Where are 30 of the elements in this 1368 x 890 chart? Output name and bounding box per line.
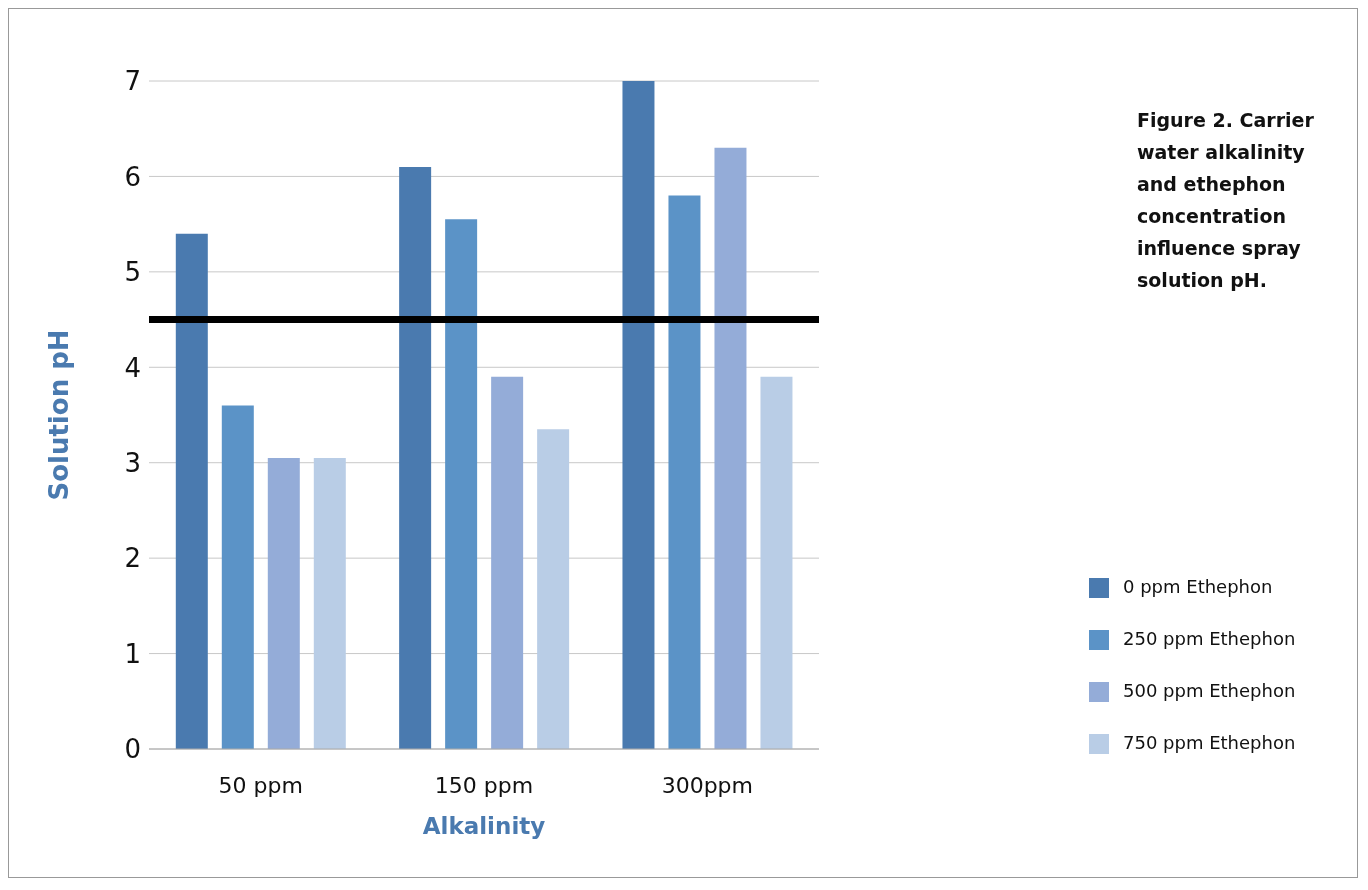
- bar: [175, 233, 208, 749]
- bar: [313, 457, 346, 749]
- legend-label: 0 ppm Ethephon: [1123, 576, 1273, 597]
- bar: [714, 147, 747, 749]
- y-tick-label: 2: [124, 543, 141, 574]
- legend-label: 250 ppm Ethephon: [1123, 628, 1296, 649]
- bar: [622, 81, 655, 749]
- bar: [760, 376, 793, 749]
- x-axis-title: Alkalinity: [422, 813, 546, 839]
- bar: [221, 405, 254, 749]
- y-axis-title: Solution pH: [44, 329, 75, 501]
- bar: [399, 166, 432, 749]
- y-tick-label: 7: [124, 66, 141, 97]
- x-tick-label: 50 ppm: [218, 772, 303, 798]
- text: Figure 2. Carrier water alkalinity and ethephon concentration influence spray solution pH.: [1137, 108, 1315, 293]
- bar: [445, 219, 478, 749]
- bar: [537, 429, 570, 749]
- x-tick-label: 150 ppm: [434, 772, 534, 798]
- y-tick-label: 4: [124, 352, 141, 383]
- y-tick-label: 5: [124, 257, 141, 288]
- bar: [668, 195, 701, 749]
- legend-label: 750 ppm Ethephon: [1123, 732, 1296, 753]
- bar: [267, 457, 300, 749]
- y-tick-label: 0: [124, 734, 141, 765]
- y-tick-label: 1: [124, 638, 141, 669]
- y-tick-label: 6: [124, 161, 141, 192]
- bar: [491, 376, 524, 749]
- y-tick-label: 3: [124, 447, 141, 478]
- legend-label: 500 ppm Ethephon: [1123, 680, 1296, 701]
- x-tick-label: 300ppm: [661, 772, 754, 798]
